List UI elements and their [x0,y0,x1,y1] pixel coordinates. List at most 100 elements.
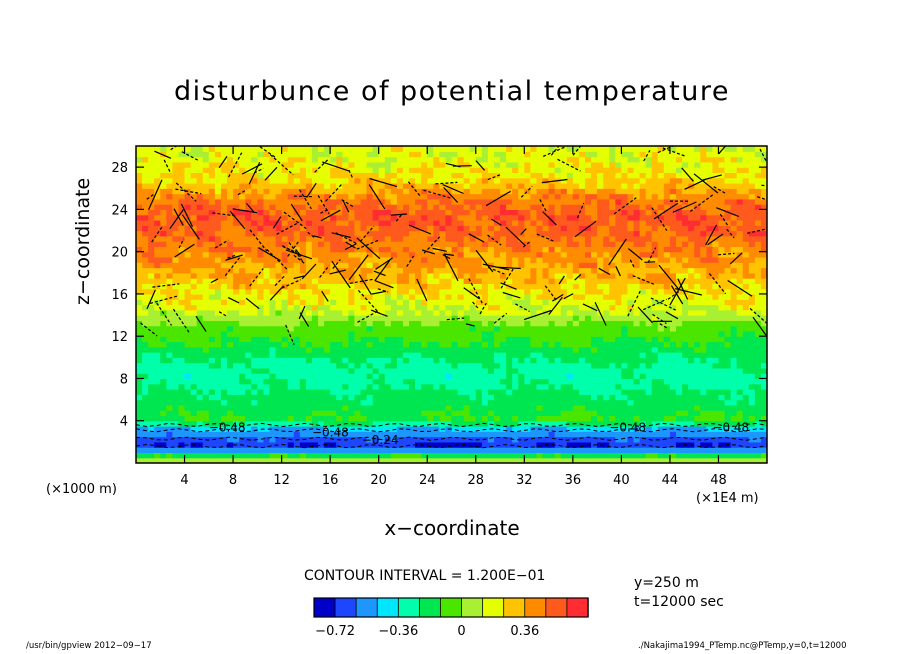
contour-cell [512,394,519,401]
contour-cell [603,336,610,343]
contour-cell [566,315,574,321]
contour-cell [324,404,331,411]
contour-cell [166,272,174,279]
contour-cell [445,452,453,459]
contour-cell [754,246,762,253]
contour-cell [633,352,641,358]
contour-cell [524,336,531,343]
contour-cell [220,267,228,274]
contour-cell [463,436,471,443]
contour-cell [354,367,362,374]
contour-cell [700,452,707,459]
contour-cell [390,272,398,279]
contour-cell [682,357,689,364]
contour-cell [214,246,222,253]
contour-cell [269,404,277,411]
contour-cell [245,330,252,337]
contour-cell [336,225,343,232]
contour-cell [409,214,416,221]
contour-cell [160,399,167,406]
contour-cell [409,383,416,390]
contour-cell [257,399,265,406]
contour-cell [706,389,713,395]
contour-cell [524,457,531,463]
contour-cell [524,325,531,332]
contour-cell [493,357,501,364]
contour-cell [481,246,489,253]
contour-cell [603,251,610,258]
contour-cell [366,225,374,232]
contour-cell [281,367,289,374]
contour-cell [457,209,465,216]
contour-cell [227,436,234,443]
contour-cell [190,357,198,364]
contour-cell [275,283,283,290]
contour-cell [500,420,507,427]
contour-cell [730,431,738,438]
contour-cell [675,235,683,242]
contour-cell [457,367,465,374]
contour-cell [384,346,392,353]
contour-cell [245,394,252,401]
contour-cell [712,357,720,364]
contour-cell [706,431,713,438]
contour-cell [724,262,732,269]
contour-cell [445,352,453,358]
contour-cell [378,394,386,401]
contour-cell [736,315,744,321]
contour-cell [748,367,756,374]
contour-cell [245,399,252,406]
contour-cell [469,214,477,221]
contour-cell [487,436,495,443]
contour-cell [366,436,374,443]
contour-cell [299,415,307,422]
contour-cell [208,341,216,348]
contour-cell [409,410,416,417]
contour-cell [184,357,192,364]
contour-cell [220,367,228,374]
contour-cell [451,457,459,463]
contour-cell [536,404,544,411]
contour-cell [591,283,598,290]
contour-cell [675,225,683,232]
contour-cell [293,383,301,390]
contour-cell [427,420,434,427]
contour-cell [597,394,604,401]
contour-cell [500,309,507,316]
contour-cell [142,457,149,463]
contour-cell [360,415,368,422]
contour-cell [518,315,525,321]
contour-cell [166,336,174,343]
contour-cell [663,330,671,337]
contour-cell [657,336,665,343]
contour-cell [688,256,695,263]
contour-cell [372,404,380,411]
contour-cell [506,330,513,337]
contour-cell [378,315,386,321]
contour-cell [609,251,616,258]
contour-cell [700,431,707,438]
contour-cell [675,241,683,247]
contour-cell [390,457,398,463]
contour-cell [542,214,550,221]
contour-cell [554,357,562,364]
contour-cell [427,209,434,216]
contour-cell [281,341,289,348]
contour-cell [560,278,568,284]
contour-cell [700,225,707,232]
contour-cell [142,394,149,401]
contour-cell [536,447,544,454]
contour-cell [421,214,428,221]
contour-cell [220,225,228,232]
contour-cell [712,293,720,300]
contour-cell [457,315,465,321]
contour-cell [615,352,622,358]
contour-cell [275,431,283,438]
contour-cell [651,330,659,337]
contour-cell [281,256,289,263]
contour-cell [578,415,586,422]
contour-cell [239,299,246,306]
contour-cell [748,362,756,369]
contour-cell [324,383,331,390]
contour-cell [348,246,356,253]
